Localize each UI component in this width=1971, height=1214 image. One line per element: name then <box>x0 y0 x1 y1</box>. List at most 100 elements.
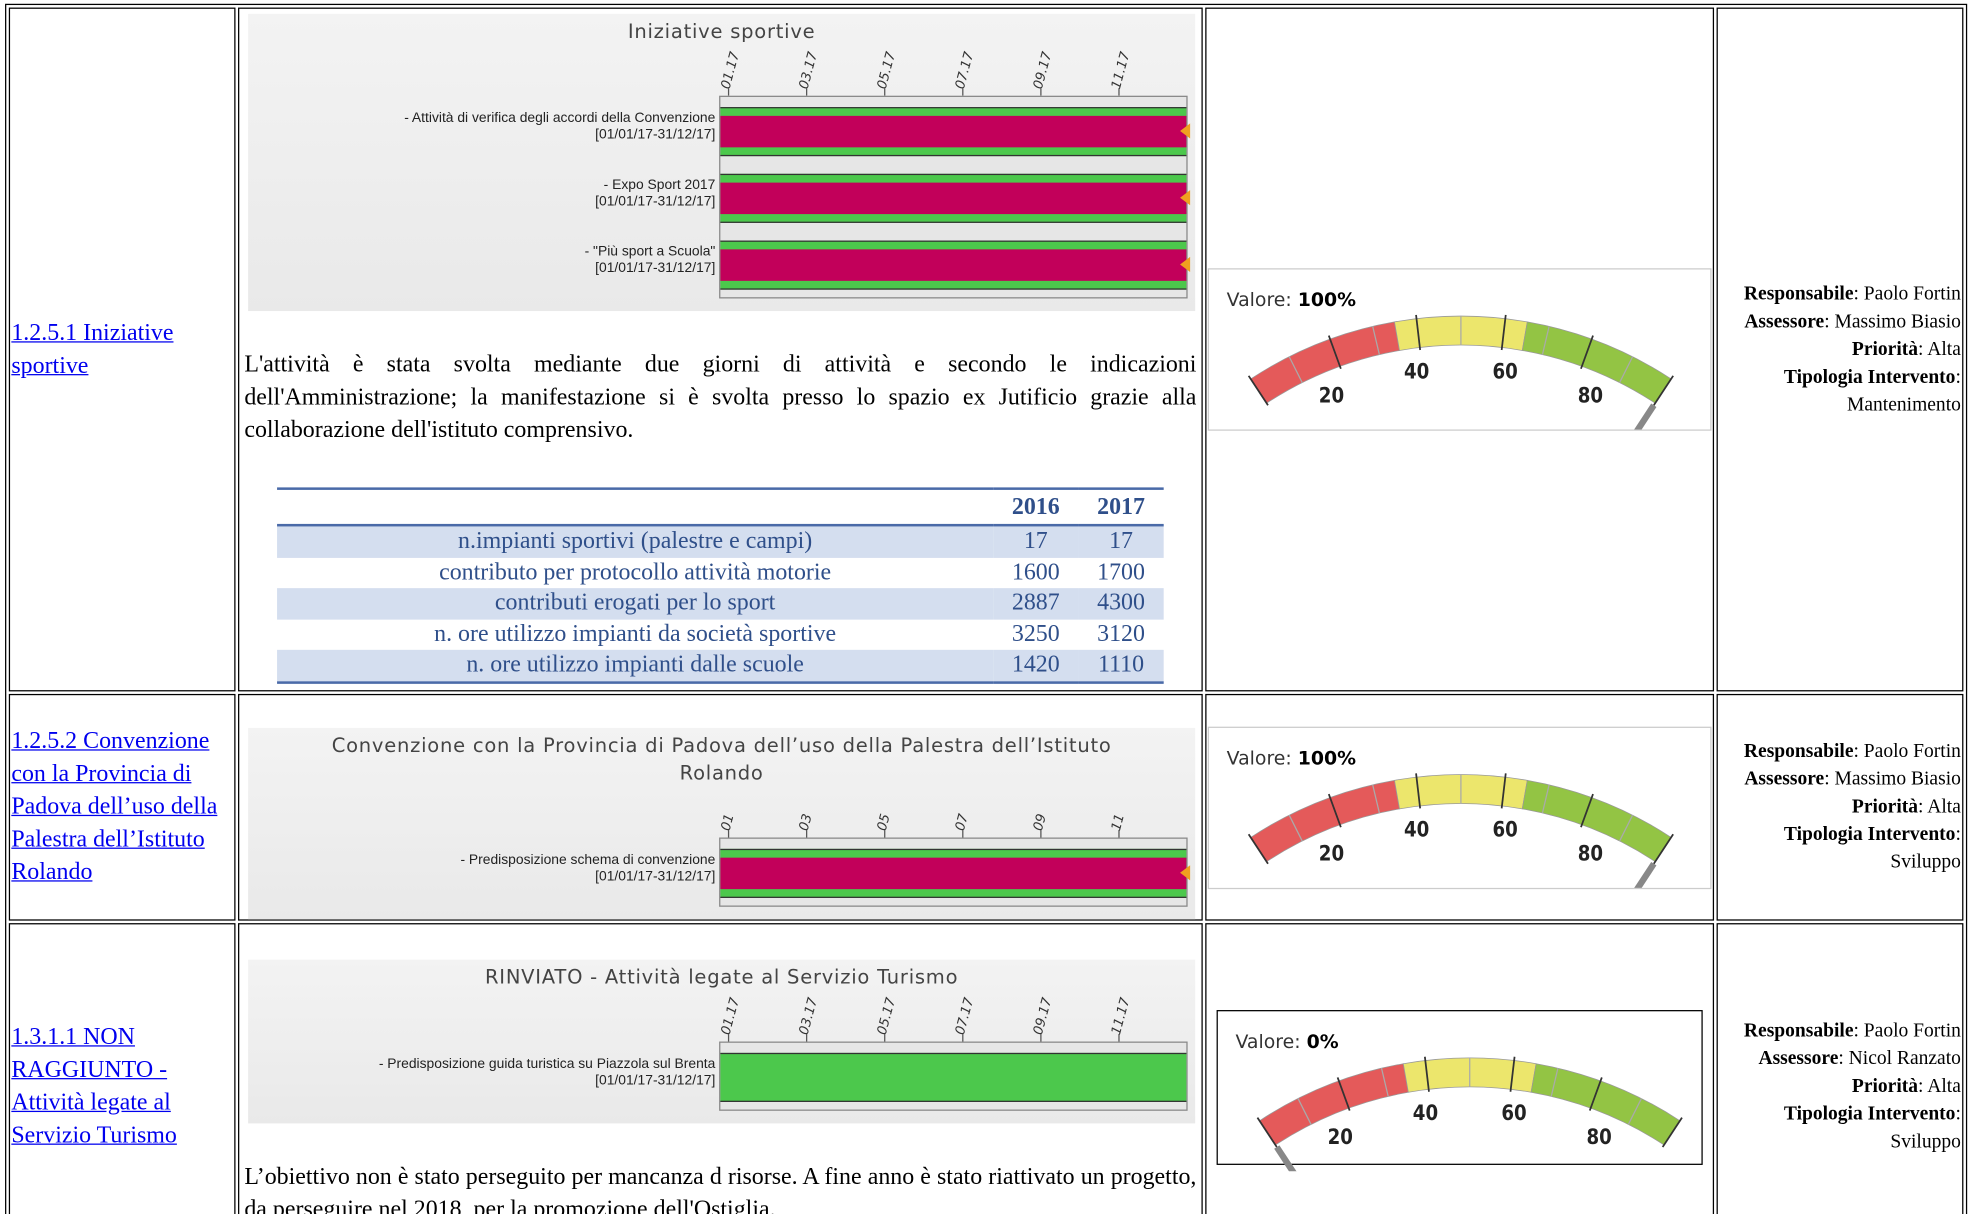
table-cell: n. ore utilizzo impianti da società spor… <box>434 620 837 648</box>
task-progress <box>720 115 1187 148</box>
gauge-tick <box>1500 314 1507 351</box>
gauge-tick-label: 20 <box>1319 383 1344 408</box>
info-item: Tipologia Intervento: Sviluppo <box>1718 1101 1961 1156</box>
gauge-minor-tick <box>1619 356 1634 383</box>
gantt-area: - Attività di verifica degli accordi del… <box>404 95 1191 299</box>
gantt-tick-label: 05.17 <box>874 50 899 91</box>
gauge-tick-label: 80 <box>1578 841 1603 866</box>
gantt-task: - "Più sport a Scuola" [01/01/17-31/12/17… <box>585 230 1191 297</box>
gauge: Valore: 100%020406080100 <box>1207 726 1712 912</box>
row: 1.2.5.1 Iniziative sportive Iniziative sp… <box>8 7 1964 692</box>
cell: Valore: 100%020406080100 <box>1205 693 1715 921</box>
info-key: Priorità <box>1851 795 1919 818</box>
gauge-tick <box>1424 1055 1430 1092</box>
gauge-tick <box>1327 335 1342 370</box>
gauge-tick-label: 60 <box>1493 359 1518 384</box>
gantt-tick <box>727 1033 730 1042</box>
cell: 1.2.5.2 Convenzione con la Provincia di … <box>8 693 236 921</box>
gantt-tick <box>884 1033 886 1042</box>
gauge-tick-label: 60 <box>1493 817 1518 842</box>
info-value: : Massimo Biasio <box>1824 768 1961 790</box>
info-key: Assessore <box>1758 1047 1839 1070</box>
gauge-tick-label: 40 <box>1404 817 1429 842</box>
gantt-tick <box>806 1033 808 1042</box>
gauge-needle <box>1274 1144 1310 1194</box>
gauge-minor-tick <box>1372 326 1380 355</box>
objective-link[interactable]: 1.3.1.1 NON RAGGIUNTO - Attività legate … <box>11 1023 177 1149</box>
gauge-tick <box>1247 375 1269 406</box>
gauge-tick <box>1661 1116 1683 1147</box>
gantt-tick <box>1118 88 1120 96</box>
task-bar <box>720 1052 1187 1102</box>
gauge-minor-tick <box>1541 784 1550 813</box>
progress-marker <box>1180 865 1191 881</box>
gauge-minor-tick <box>1372 784 1380 813</box>
gantt-tick <box>1040 829 1042 838</box>
gantt-tick <box>727 88 730 96</box>
objective-link[interactable]: 1.2.5.2 Convenzione con la Provincia di … <box>11 727 218 886</box>
table-cell: 1700 <box>1097 558 1145 586</box>
info-value: : Alta <box>1918 1075 1961 1097</box>
gauge-tick <box>1509 1055 1516 1092</box>
progress-marker <box>1180 256 1191 273</box>
cell: 1.2.5.1 Iniziative sportive <box>8 7 236 692</box>
gantt-tick-label: 03.17 <box>796 50 821 91</box>
info-item: Tipologia Intervento: Sviluppo <box>1718 821 1961 876</box>
info-item: Assessore: Massimo Biasio <box>1718 766 1961 794</box>
progress-marker <box>1180 123 1191 139</box>
objectives-table: 1.2.5.1 Iniziative sportive Iniziative sp… <box>5 3 1968 1214</box>
table-header: 2016 2017 <box>277 488 1164 527</box>
info-item: Priorità: Alta <box>1718 1073 1961 1101</box>
gantt-area: - Predisposizione schema di convenzione[… <box>460 837 1191 907</box>
info-item: Responsabile: Paolo Fortin <box>1718 738 1961 766</box>
gantt-ticks: 01 03 05 07 09 11 <box>248 787 1195 838</box>
gauge-tick <box>1336 1076 1351 1111</box>
gauge-value: 100% <box>1298 289 1356 311</box>
gauge-tick <box>1327 793 1342 827</box>
task-bar <box>720 240 1191 290</box>
row: 1.2.5.2 Convenzione con la Provincia di … <box>8 693 1964 921</box>
gantt-tick-label: 09.17 <box>1030 50 1056 91</box>
table-cell: 2887 <box>993 588 1079 619</box>
gantt-tick <box>884 829 886 838</box>
objective-link[interactable]: 1.2.5.1 Iniziative sportive <box>11 319 174 379</box>
task-label: - Attività di verifica degli accordi del… <box>237 111 716 144</box>
gauge-minor-tick <box>1541 326 1550 355</box>
gantt-chart: RINVIATO - Attività legate al Servizio T… <box>248 959 1196 1124</box>
gauge-svg: Valore: 100%020406080100 <box>1227 289 1685 454</box>
gauge-label-text: Valore: <box>1227 747 1292 769</box>
info: Responsabile: Paolo Fortin Assessore: Mas… <box>1718 280 1962 419</box>
gauge-tick-label: 80 <box>1578 383 1603 408</box>
table-row: n. ore utilizzo impianti dalle scuole 142… <box>277 649 1164 682</box>
gauge-label-text: Valore: <box>1227 289 1292 311</box>
gauge-label-text: Valore: <box>1235 1030 1300 1052</box>
header-cell: 2017 <box>1078 488 1164 527</box>
gantt-tick-label: 03.17 <box>796 996 821 1037</box>
gantt-tick-label: 07.17 <box>952 50 978 91</box>
task-dates: [01/01/17-31/12/17] <box>595 127 716 143</box>
cell: Convenzione con la Provincia di Padova d… <box>238 693 1203 921</box>
table-row: contributi erogati per lo sport 2887 4300 <box>277 588 1164 619</box>
task-progress <box>720 249 1187 281</box>
gauge-value: 100% <box>1298 747 1356 769</box>
gauge-tick <box>1588 1076 1603 1111</box>
cell: 1.3.1.1 NON RAGGIUNTO - Attività legate … <box>8 923 236 1214</box>
info-value: : Paolo Fortin <box>1853 282 1961 305</box>
gauge-needle <box>1621 403 1657 453</box>
gauge-tick-label: 20 <box>1319 841 1344 866</box>
table-cell: 1600 <box>1011 558 1060 586</box>
task-label: - "Più sport a Scuola" [01/01/17-31/12/17… <box>237 244 716 277</box>
gantt-title: RINVIATO - Attività legate al Servizio T… <box>484 965 959 989</box>
info-key: Assessore <box>1744 310 1825 332</box>
info-item: Assessore: Massimo Biasio <box>1718 308 1961 336</box>
task-dates: [01/01/17-31/12/17] <box>595 1073 716 1089</box>
header-cell: 2016 <box>993 488 1079 527</box>
task-bar <box>720 173 1191 223</box>
gantt-tick <box>1118 1033 1120 1042</box>
gantt-chart: Iniziative sportive 01.17 03.17 05.17 07.17 0… <box>248 13 1196 312</box>
info-key: Responsabile <box>1743 740 1854 762</box>
gauge-tick <box>1580 335 1594 370</box>
gauge-tick-label: 60 <box>1501 1100 1526 1125</box>
table-cell: 17 <box>993 525 1079 558</box>
